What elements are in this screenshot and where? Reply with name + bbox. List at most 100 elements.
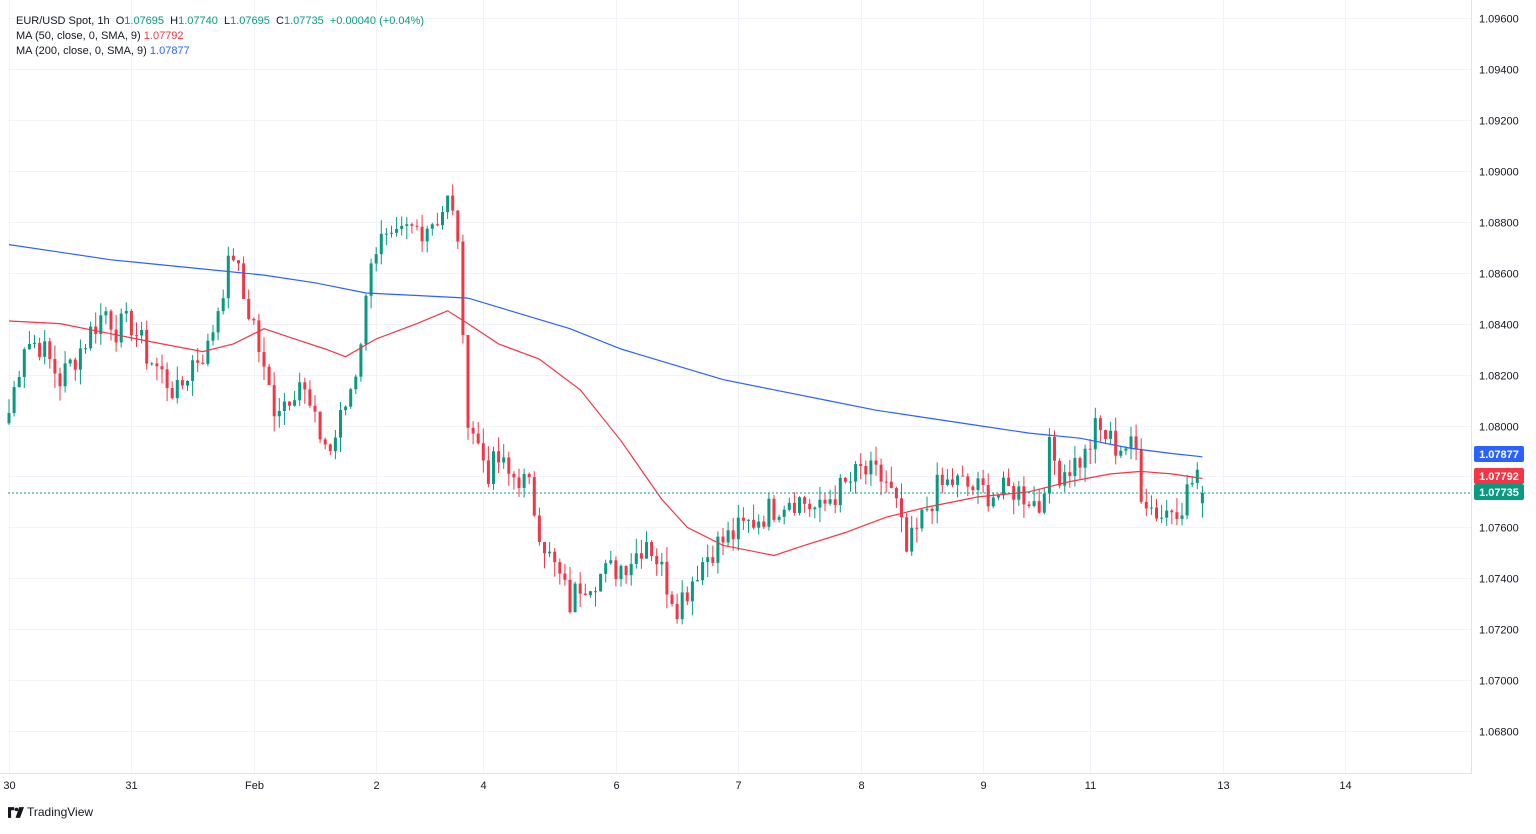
candle[interactable] bbox=[1190, 476, 1194, 488]
candle[interactable] bbox=[588, 590, 592, 598]
candle[interactable] bbox=[170, 381, 174, 400]
candle[interactable] bbox=[543, 541, 546, 569]
candle[interactable] bbox=[854, 461, 858, 494]
candle[interactable] bbox=[558, 558, 562, 585]
candle[interactable] bbox=[849, 471, 852, 492]
candle[interactable] bbox=[553, 548, 557, 577]
candle[interactable] bbox=[1104, 429, 1107, 445]
candle[interactable] bbox=[1073, 445, 1077, 487]
candle[interactable] bbox=[517, 468, 521, 497]
candle[interactable] bbox=[231, 248, 235, 262]
candle[interactable] bbox=[619, 564, 623, 587]
tradingview-brand[interactable]: TradingView bbox=[8, 805, 93, 819]
symbol-label[interactable]: EUR/USD Spot bbox=[16, 15, 92, 27]
candle[interactable] bbox=[48, 337, 52, 369]
candle[interactable] bbox=[915, 517, 919, 543]
candle[interactable] bbox=[833, 485, 837, 514]
candle[interactable] bbox=[1134, 424, 1138, 461]
candle[interactable] bbox=[1042, 487, 1046, 515]
candle[interactable] bbox=[430, 222, 434, 236]
candle[interactable] bbox=[1012, 482, 1016, 515]
candle[interactable] bbox=[451, 184, 455, 216]
candle[interactable] bbox=[894, 486, 898, 509]
candle[interactable] bbox=[889, 466, 893, 489]
candle[interactable] bbox=[803, 495, 807, 513]
candle[interactable] bbox=[1007, 468, 1011, 487]
candle[interactable] bbox=[884, 470, 888, 493]
candle[interactable] bbox=[68, 358, 72, 367]
candle[interactable] bbox=[99, 303, 103, 345]
candle[interactable] bbox=[1053, 430, 1056, 475]
candle[interactable] bbox=[787, 497, 791, 512]
candle[interactable] bbox=[537, 507, 541, 546]
candle[interactable] bbox=[563, 563, 567, 586]
candle[interactable] bbox=[527, 472, 531, 484]
candle[interactable] bbox=[226, 246, 230, 309]
candle[interactable] bbox=[604, 559, 608, 583]
candle[interactable] bbox=[1155, 498, 1158, 522]
candle[interactable] bbox=[390, 225, 393, 238]
candle[interactable] bbox=[798, 496, 801, 516]
candle[interactable] bbox=[940, 467, 944, 494]
candle[interactable] bbox=[599, 573, 603, 592]
candle[interactable] bbox=[298, 372, 302, 406]
candle[interactable] bbox=[655, 548, 659, 576]
candle[interactable] bbox=[481, 428, 485, 473]
candle[interactable] bbox=[1037, 488, 1041, 514]
candle[interactable] bbox=[216, 307, 220, 341]
candle[interactable] bbox=[471, 421, 475, 445]
candle[interactable] bbox=[461, 234, 465, 344]
candle[interactable] bbox=[594, 586, 597, 607]
candle[interactable] bbox=[828, 489, 832, 506]
candle[interactable] bbox=[349, 387, 353, 409]
ma200-legend[interactable]: MA (200, close, 0, SMA, 9) 1.07877 bbox=[16, 44, 424, 59]
candle[interactable] bbox=[165, 362, 169, 402]
candle[interactable] bbox=[328, 443, 332, 456]
candle[interactable] bbox=[951, 468, 954, 488]
candle[interactable] bbox=[359, 342, 363, 382]
candle[interactable] bbox=[354, 374, 358, 395]
candle[interactable] bbox=[731, 517, 735, 551]
candle[interactable] bbox=[160, 354, 164, 384]
candle[interactable] bbox=[109, 309, 113, 341]
candle[interactable] bbox=[272, 372, 276, 432]
candle[interactable] bbox=[1078, 456, 1082, 479]
candle[interactable] bbox=[94, 312, 98, 344]
candle[interactable] bbox=[1170, 509, 1174, 525]
candle[interactable] bbox=[1119, 446, 1123, 459]
candle[interactable] bbox=[78, 339, 82, 385]
candle[interactable] bbox=[578, 572, 582, 607]
candle[interactable] bbox=[58, 367, 62, 401]
candle[interactable] bbox=[869, 451, 873, 486]
candle[interactable] bbox=[492, 446, 495, 490]
candle[interactable] bbox=[1098, 415, 1102, 442]
candle[interactable] bbox=[634, 538, 638, 569]
candle[interactable] bbox=[1160, 504, 1164, 523]
candle[interactable] bbox=[17, 370, 21, 388]
candle[interactable] bbox=[191, 355, 195, 396]
candle[interactable] bbox=[374, 247, 378, 272]
candle[interactable] bbox=[486, 446, 490, 488]
candle[interactable] bbox=[135, 322, 138, 347]
candle[interactable] bbox=[956, 473, 960, 498]
candle[interactable] bbox=[12, 380, 16, 417]
candle[interactable] bbox=[701, 557, 705, 585]
ma200-line[interactable] bbox=[8, 244, 1203, 458]
candle[interactable] bbox=[1144, 488, 1148, 517]
candle[interactable] bbox=[395, 217, 399, 237]
candle[interactable] bbox=[782, 505, 786, 525]
candle[interactable] bbox=[476, 421, 480, 445]
candle[interactable] bbox=[1195, 462, 1199, 490]
candle[interactable] bbox=[420, 214, 424, 252]
candle[interactable] bbox=[609, 550, 613, 566]
candle[interactable] bbox=[706, 544, 710, 578]
candle[interactable] bbox=[639, 539, 643, 569]
candle[interactable] bbox=[124, 302, 128, 323]
candle[interactable] bbox=[905, 513, 909, 553]
candle[interactable] bbox=[293, 390, 297, 407]
candle[interactable] bbox=[53, 345, 57, 388]
candle[interactable] bbox=[910, 515, 914, 556]
candle[interactable] bbox=[262, 337, 266, 380]
candle[interactable] bbox=[114, 314, 118, 352]
candle[interactable] bbox=[303, 377, 307, 404]
